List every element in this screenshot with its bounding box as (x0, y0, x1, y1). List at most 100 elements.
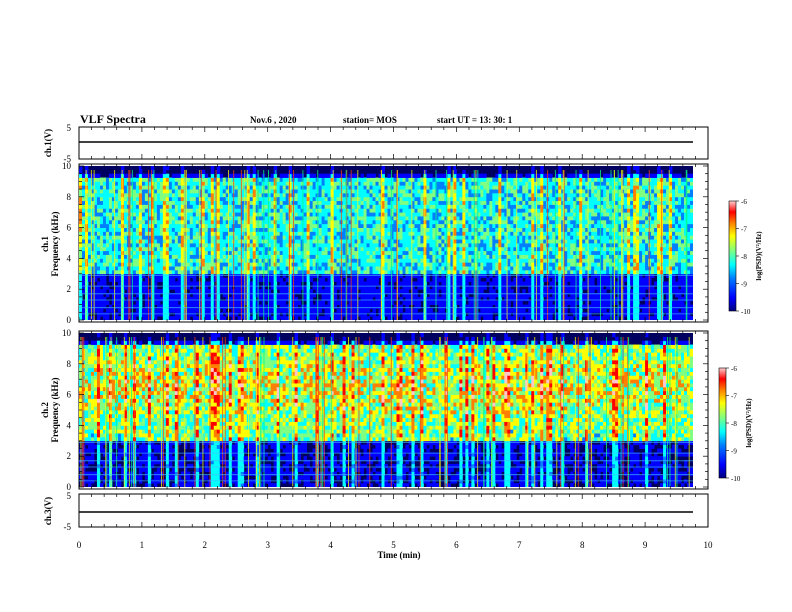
ch1-spectrogram-cell (363, 304, 367, 309)
ch1-spectrogram-cell (450, 258, 454, 263)
ch1-spectrogram-cell (378, 300, 382, 305)
ch1-spectrogram-cell (156, 204, 161, 209)
ch1-spectrogram-cell (309, 219, 314, 225)
ch1-spectrogram-cell (348, 231, 352, 236)
ch1-spectrogram-cell (198, 181, 203, 186)
ch1-spectrogram-image (79, 166, 693, 320)
ch1-spectrogram-cell (150, 196, 155, 202)
ch1-spectrogram-cell (375, 227, 379, 232)
ch1-spectrogram-cell (180, 266, 185, 271)
ch1-spectrogram-cell (300, 304, 305, 309)
ch1-spectrogram-cell (180, 227, 185, 232)
ch1-spectrogram-cell (138, 246, 143, 252)
ch1-spectrogram-cell (465, 208, 469, 213)
ch1-spectrogram-cell (243, 219, 248, 225)
ch1-spectrogram-cell (183, 192, 188, 198)
ch1-spectrogram-cell (144, 296, 149, 302)
ch1-spectrogram-cell (279, 181, 284, 186)
ch1-spectrogram-cell (219, 304, 224, 309)
ch1-spectrogram-cell (477, 285, 481, 290)
ch1-spectrogram-cell (318, 262, 323, 267)
ch1-spectrogram-cell (348, 250, 352, 255)
ch1-spectrogram-cell (360, 181, 364, 186)
ch1-spectrogram-cell (111, 189, 116, 194)
ch1-spectrogram-cell (465, 281, 469, 286)
ch1-spectrogram-cell (79, 300, 83, 305)
ch1-spectrogram-cell (333, 289, 337, 294)
ch1-spectrogram-cell (150, 254, 155, 259)
ch1-spectrogram-cell (186, 235, 191, 240)
ch1-spectrogram-cell (270, 212, 275, 217)
ch1-spectrogram-cell (219, 219, 224, 225)
ch1-spectrogram-cell (420, 231, 424, 236)
ch1-spectrogram-cell (162, 216, 167, 221)
ch1-spectrogram-cell (408, 189, 412, 194)
ch1-spectrogram-cell (453, 208, 457, 213)
ch1-spectrogram-cell (396, 308, 400, 313)
ch1-spectrogram-cell (90, 192, 95, 198)
ch1-spectrogram-cell (450, 189, 454, 194)
ch1-spectrogram-cell (90, 296, 95, 302)
ch1-spectrogram-cell (144, 254, 149, 259)
ch1-spectrogram-cell (87, 293, 92, 298)
ch1-spectrogram-cell (210, 266, 215, 271)
ch1-spectrogram-cell (294, 196, 299, 202)
ch1-spectrogram-cell (210, 208, 215, 213)
ch1-spectrogram-cell (405, 312, 409, 317)
ch1-spectrogram-cell (219, 192, 224, 198)
ch1-spectrogram-cell (375, 300, 379, 305)
ch1-spectrogram-cell (441, 173, 445, 178)
ch1-spectrogram-cell (321, 239, 325, 244)
ch1-spectrogram-cell (108, 227, 113, 232)
ch1-spectrogram-cell (414, 296, 418, 302)
ch1-spectrogram-cell (363, 273, 367, 279)
ch1-spectrogram-cell (405, 250, 409, 255)
ch1-spectrogram-cell (234, 289, 239, 294)
ch1-spectrogram-cell (99, 277, 104, 282)
ch1-spectrogram-cell (390, 316, 394, 320)
ch1-spectrogram-cell (93, 304, 98, 309)
ch1-spectrogram-cell (318, 277, 323, 282)
ch1-spectrogram-cell (171, 212, 176, 217)
ch1-spectrogram-cell (432, 289, 436, 294)
ch1-spectrogram-cell (255, 243, 260, 248)
ch1-spectrogram-cell (426, 185, 430, 190)
ch1-spectrogram-cell (381, 227, 385, 232)
ch1-spectrogram-cell (381, 166, 385, 171)
ch1-spectrogram-cell (79, 208, 83, 213)
ch1-spectrogram-cell (213, 250, 218, 255)
ch1-spectrogram-cell (390, 216, 394, 221)
ch1-spectrogram-cell (435, 300, 439, 305)
ch1-spectrogram-cell (216, 277, 221, 282)
ch1-spectrogram-cell (438, 300, 442, 305)
ch1-spectrogram-cell (354, 177, 358, 182)
ch1-spectrogram-cell (195, 243, 200, 248)
ch1-spectrogram-cell (84, 250, 89, 255)
ch1-spectrogram-cell (96, 235, 101, 240)
ch1-spectrogram-cell (450, 239, 454, 244)
ch1-spectrogram-cell (186, 254, 191, 259)
ch1-spectrogram-cell (432, 208, 436, 213)
ch1-spectrogram-cell (435, 293, 439, 298)
ch1-spectrogram-cell (162, 312, 167, 317)
ch1-spectrogram-cell (312, 177, 317, 182)
ch1-spectrogram-cell (363, 231, 367, 236)
ch1-spectrogram-cell (135, 216, 140, 221)
ch1-spectrogram-cell (309, 231, 314, 236)
ch1-spectrogram-cell (96, 223, 101, 228)
ch1-spectrogram-cell (381, 289, 385, 294)
ch1-spectrogram-cell (348, 258, 352, 263)
ch1-spectrogram-cell (282, 235, 287, 240)
ch1-spectrogram-cell (150, 216, 155, 221)
ch1-spectrogram-cell (87, 262, 92, 267)
ch1-spectrogram-cell (465, 262, 469, 267)
ch1-spectrogram-cell (459, 235, 463, 240)
ch1-spectrogram-cell (96, 243, 101, 248)
ch1-spectrogram-cell (330, 216, 334, 221)
ch1-spectrogram-cell (336, 312, 340, 317)
ch1-spectrogram-cell (267, 239, 272, 244)
ch1-spectrogram-cell (441, 177, 445, 182)
ch1-spectrogram-cell (417, 196, 421, 202)
ch1-spectrogram-cell (213, 293, 218, 298)
ch1-spectrogram-cell (156, 173, 161, 178)
